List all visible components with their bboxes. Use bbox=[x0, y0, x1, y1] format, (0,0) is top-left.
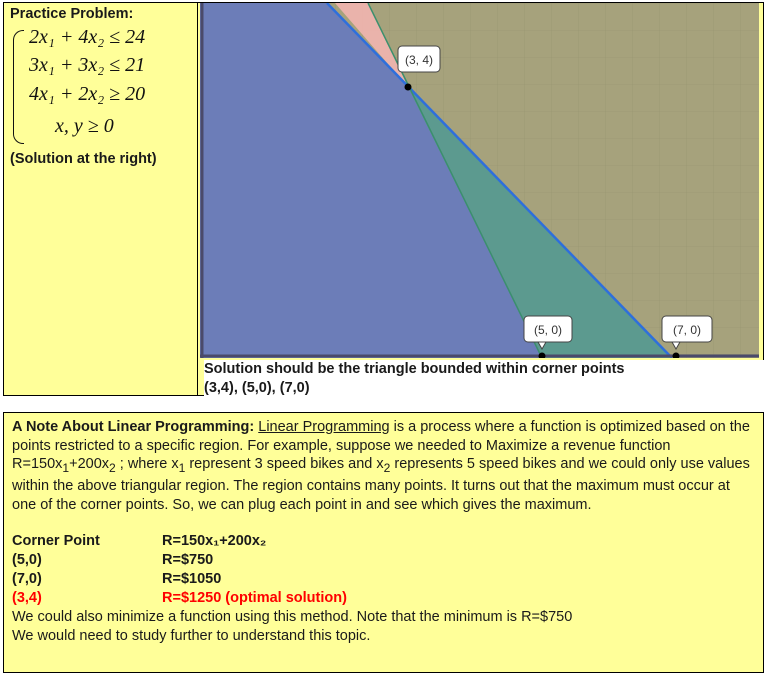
table-row: (5,0) R=$750 bbox=[12, 551, 755, 570]
sub-4: 2 bbox=[383, 460, 391, 475]
note-text-4: represent 3 speed bikes and x bbox=[185, 456, 384, 472]
header-function: R=150x₁+200x₂ bbox=[162, 533, 267, 550]
row-point: (7,0) bbox=[12, 571, 42, 588]
header-corner-point: Corner Point bbox=[12, 533, 100, 550]
linear-programming-link[interactable]: Linear Programming bbox=[258, 419, 390, 435]
graph-caption: Solution should be the triangle bounded … bbox=[204, 360, 764, 398]
table-row-optimal: (3,4) R=$1250 (optimal solution) bbox=[12, 589, 755, 608]
point-7-0: (7, 0) bbox=[661, 315, 713, 358]
row-point: (5,0) bbox=[12, 552, 42, 569]
brace bbox=[13, 30, 24, 144]
linear-programming-note: A Note About Linear Programming: Linear … bbox=[3, 412, 764, 673]
constraint-line-green bbox=[367, 3, 543, 358]
corner-point-table: Corner Point R=150x₁+200x₂ (5,0) R=$750 … bbox=[12, 532, 755, 608]
practice-problem-title: Practice Problem: bbox=[10, 6, 134, 22]
note-text-5: represents 5 speed bikes and we could on… bbox=[12, 456, 750, 513]
practice-problem-box: Practice Problem: 2x₁ + 4x₂ ≤ 24 3x₁ + 3… bbox=[3, 2, 764, 398]
note-text-2: +200x bbox=[69, 456, 110, 472]
row-value: R=$1250 (optimal solution) bbox=[162, 590, 347, 607]
sub-3: 1 bbox=[178, 460, 186, 475]
tail-line-2: We would need to study further to unders… bbox=[12, 627, 371, 644]
feasible-region-graph: (3, 4) (5, 0) (7, 0) bbox=[200, 3, 759, 358]
constraint-1: 2x₁ + 4x₂ ≤ 24 bbox=[29, 26, 146, 48]
note-paragraph: A Note About Linear Programming: Linear … bbox=[12, 418, 755, 514]
solution-note: (Solution at the right) bbox=[10, 151, 157, 167]
caption-line-1: Solution should be the triangle bounded … bbox=[204, 361, 625, 377]
row-value: R=$1050 bbox=[162, 571, 222, 588]
table-header: Corner Point R=150x₁+200x₂ bbox=[12, 532, 755, 551]
constraint-3: 4x₁ + 2x₂ ≥ 20 bbox=[29, 83, 146, 105]
caption-line-2: (3,4), (5,0), (7,0) bbox=[204, 380, 310, 396]
note-text-1: is a process where a function is optimiz… bbox=[12, 419, 750, 472]
note-text-3: ; where x bbox=[115, 456, 179, 472]
table-row: (7,0) R=$1050 bbox=[12, 570, 755, 589]
row-value: R=$750 bbox=[162, 552, 214, 569]
row-point: (3,4) bbox=[12, 590, 42, 607]
tail-line-1: We could also minimize a function using … bbox=[12, 609, 573, 626]
graph-svg: (3, 4) (5, 0) (7, 0) bbox=[200, 3, 759, 358]
point-label-5-0: (5, 0) bbox=[534, 323, 562, 337]
constraint-line-blue bbox=[326, 3, 673, 358]
note-title: A Note About Linear Programming: bbox=[12, 419, 255, 435]
point-3-4: (3, 4) bbox=[397, 45, 441, 91]
constraint-2: 3x₁ + 3x₂ ≤ 21 bbox=[29, 54, 146, 76]
point-label-7-0: (7, 0) bbox=[673, 323, 701, 337]
point-5-0: (5, 0) bbox=[523, 315, 573, 358]
point-label-3-4: (3, 4) bbox=[405, 53, 433, 67]
sub-1: 1 bbox=[62, 460, 70, 475]
constraint-4: x, y ≥ 0 bbox=[55, 115, 114, 137]
practice-problem-panel: Practice Problem: 2x₁ + 4x₂ ≤ 24 3x₁ + 3… bbox=[4, 3, 198, 395]
sub-2: 2 bbox=[109, 460, 116, 475]
